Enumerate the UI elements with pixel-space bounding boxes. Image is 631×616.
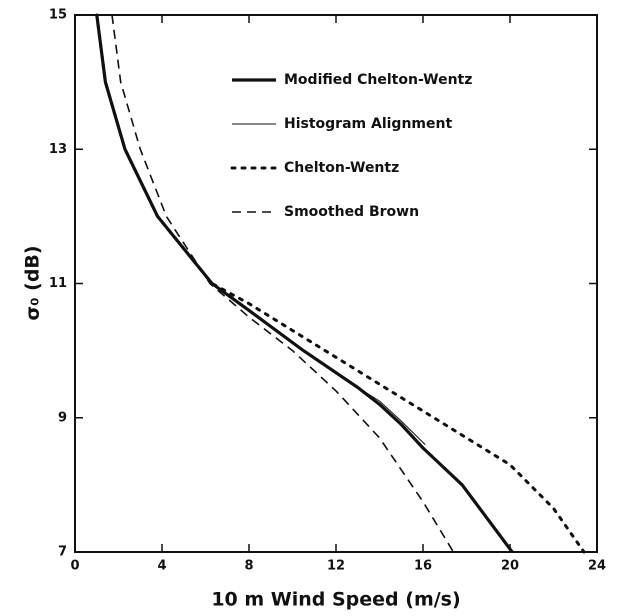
x-tick-label: 16 [414,559,432,574]
legend-label: Modified Chelton-Wentz [284,72,472,88]
y-axis-label: σ₀ (dB) [22,245,44,320]
x-tick-label: 0 [70,559,79,574]
data-line [95,14,514,553]
x-tick-label: 20 [501,559,519,574]
plot-frame [74,14,598,553]
x-tick-label: 4 [157,559,166,574]
legend-label: Smoothed Brown [284,204,419,220]
data-line [95,13,586,554]
x-tick-label: 8 [244,559,253,574]
x-tick-label: 12 [327,559,345,574]
y-tick-label: 13 [49,142,67,157]
y-tick-label: 15 [49,8,67,23]
x-axis-label: 10 m Wind Speed (m/s) [211,589,460,611]
y-tick-label: 9 [58,410,67,425]
y-tick-label: 7 [58,545,67,560]
y-tick-label: 11 [49,276,67,291]
x-tick-label: 24 [588,559,606,574]
data-line [111,14,455,553]
legend-label: Chelton-Wentz [284,160,399,176]
legend-label: Histogram Alignment [284,116,452,132]
